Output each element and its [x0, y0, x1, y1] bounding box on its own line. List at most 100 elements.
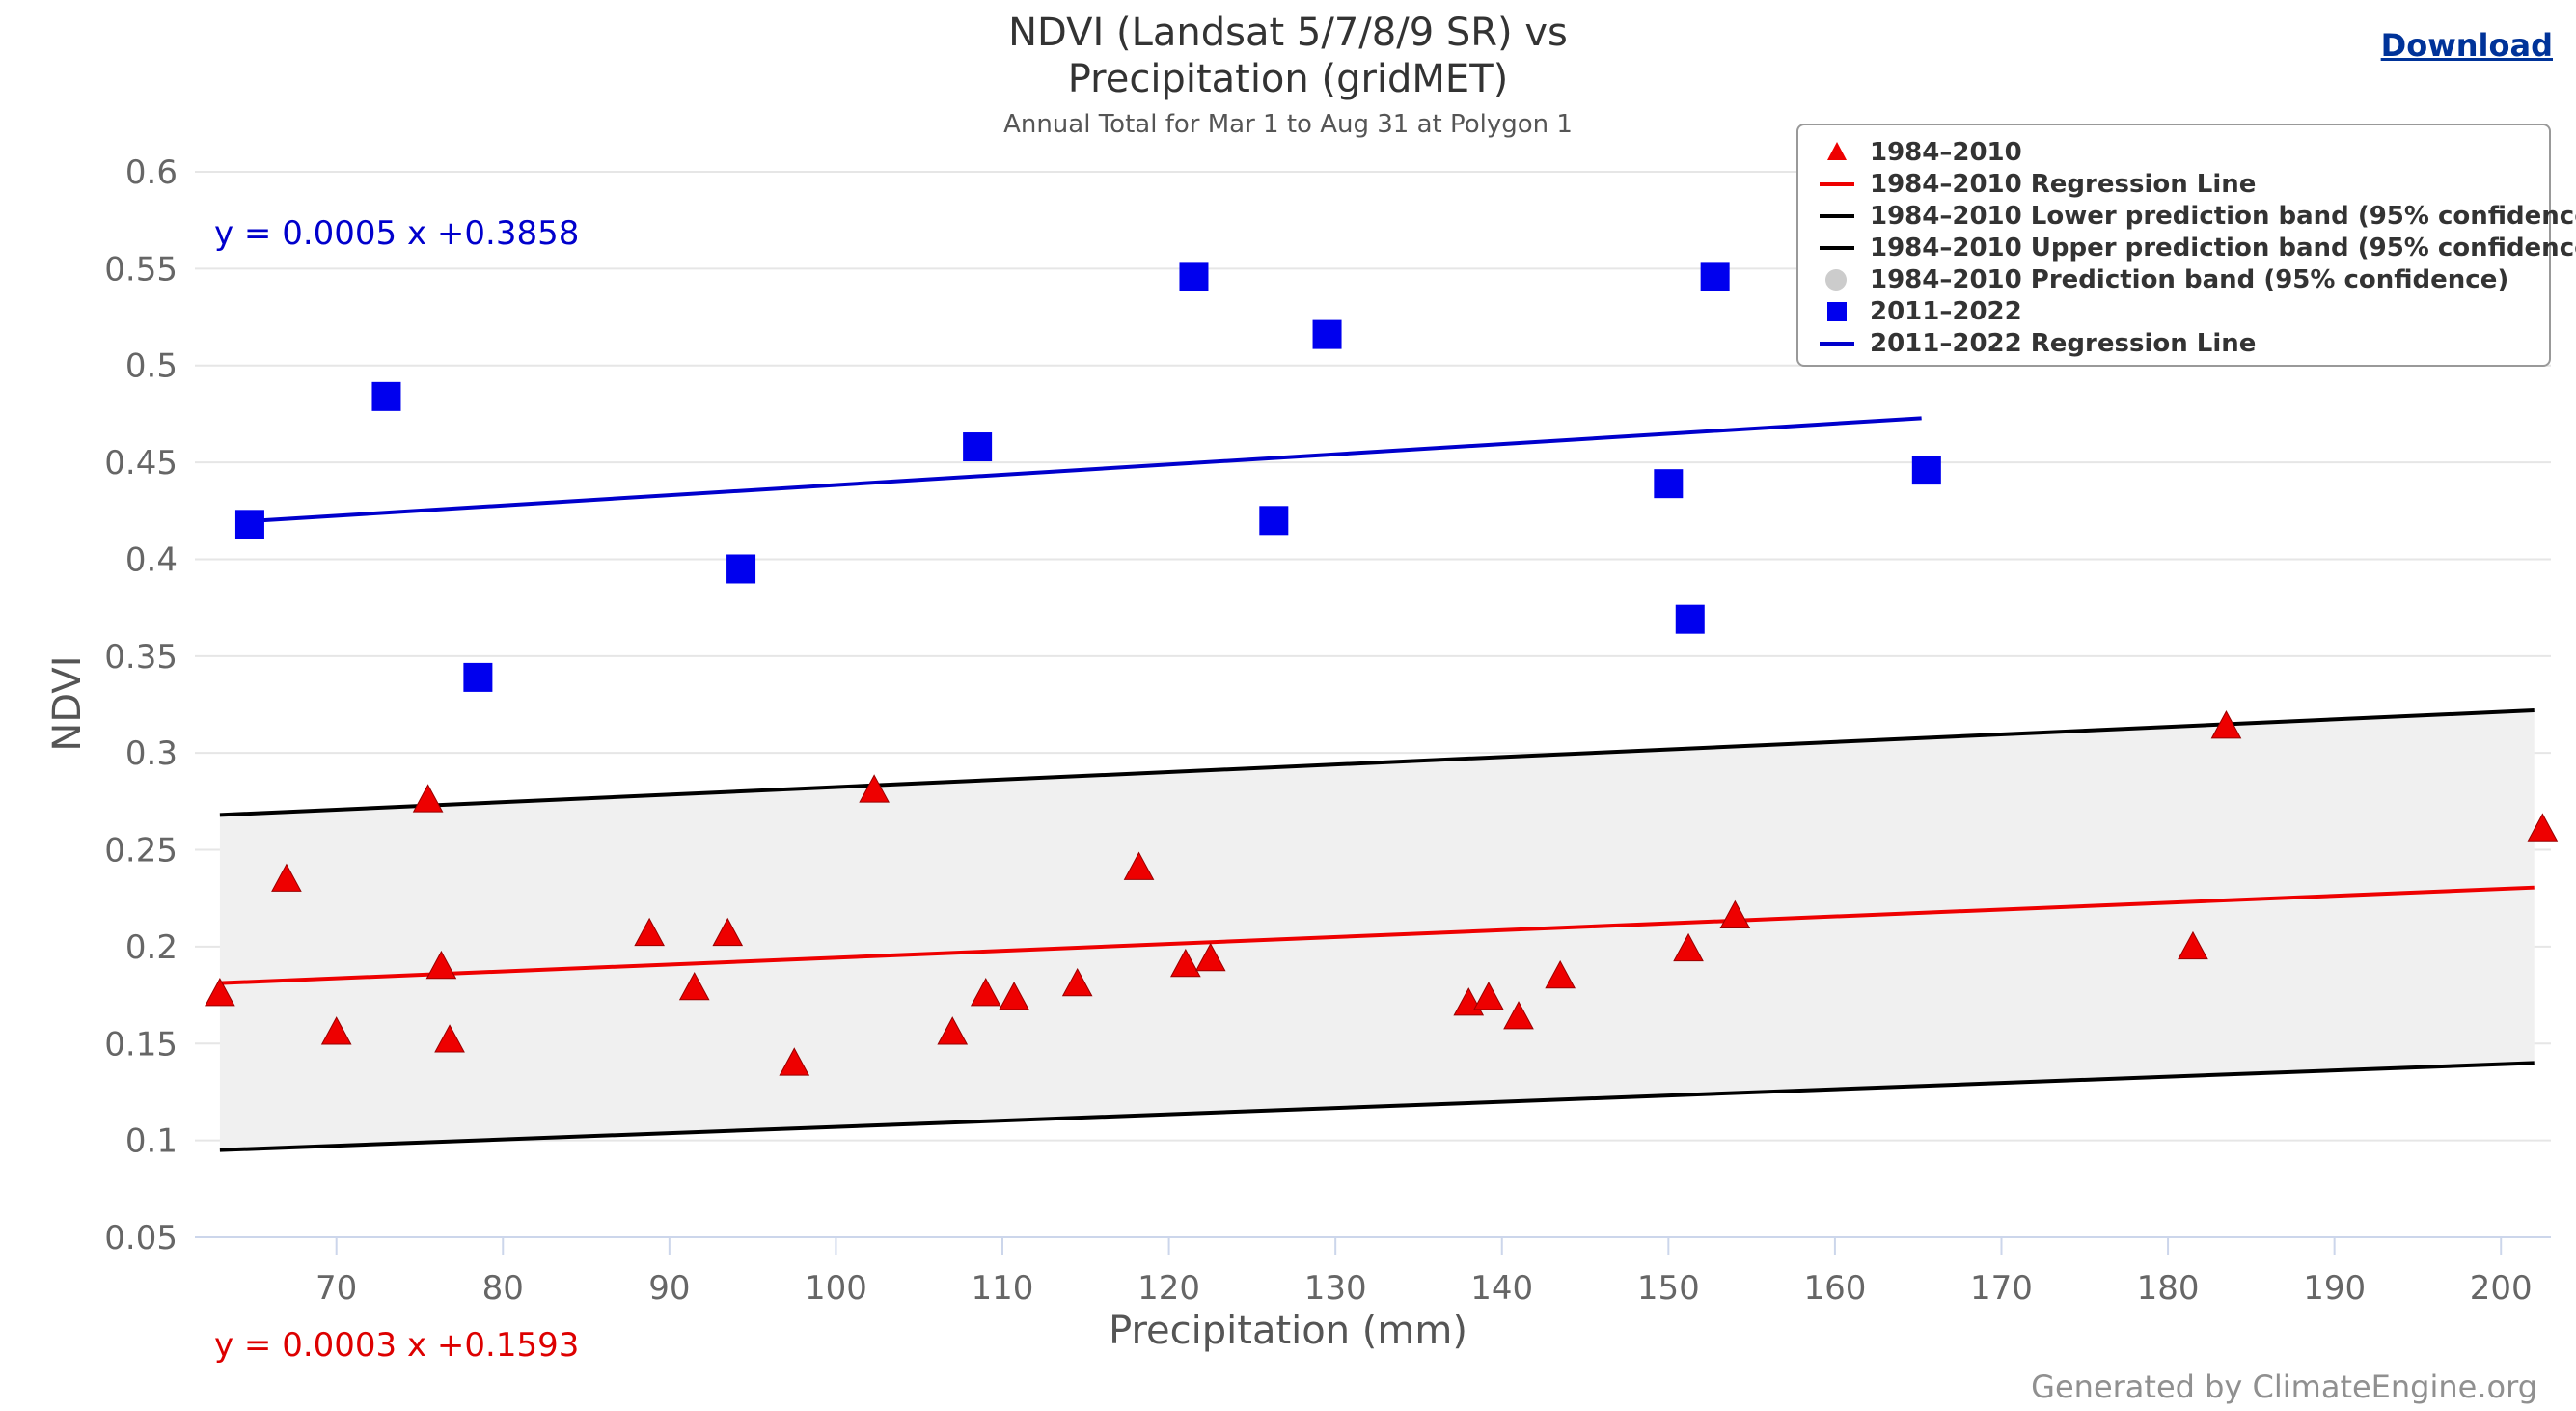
point-1984-2010 [271, 863, 302, 892]
x-tick-label: 200 [2470, 1269, 2533, 1308]
prediction-band-area [219, 710, 2535, 1150]
regression-line-1984-2010 [219, 885, 2535, 985]
legend-label: 1984–2010 [1870, 138, 2022, 167]
y-tick-label: 0.55 [104, 250, 178, 289]
legend-item-lower-band[interactable]: 1984–2010 Lower prediction band (95% con… [1816, 201, 2576, 232]
legend-item-1984-2010-regression[interactable]: 1984–2010 Regression Line [1816, 169, 2256, 200]
x-tick-label: 180 [2137, 1269, 2200, 1308]
legend-item-upper-band[interactable]: 1984–2010 Upper prediction band (95% con… [1816, 233, 2576, 263]
point-1984-2010 [1123, 851, 1155, 880]
y-tick-label: 0.6 [125, 153, 178, 192]
point-1984-2010 [2178, 930, 2208, 960]
chart-subtitle: Annual Total for Mar 1 to Aug 31 at Poly… [1003, 110, 1573, 139]
x-tick-label: 100 [805, 1269, 867, 1308]
point-1984-2010 [1673, 932, 1704, 962]
legend-item-2011-2022-regression[interactable]: 2011–2022 Regression Line [1816, 328, 2256, 359]
y-tick-label: 0.05 [104, 1219, 178, 1258]
point-1984-2010 [634, 917, 665, 947]
point-1984-2010 [434, 1024, 465, 1053]
x-tick-label: 140 [1470, 1269, 1533, 1308]
legend-item-1984-2010[interactable]: 1984–2010 [1816, 137, 2022, 168]
point-2011-2022 [1911, 456, 1941, 485]
square-icon [1816, 296, 1862, 327]
point-2011-2022 [371, 381, 401, 411]
point-1984-2010 [712, 917, 744, 947]
point-2011-2022 [234, 510, 264, 540]
black-line-icon [1816, 233, 1862, 263]
point-2011-2022 [963, 432, 993, 462]
x-tick-label: 70 [315, 1269, 357, 1308]
x-tick-label: 150 [1637, 1269, 1700, 1308]
equation-1984-2010: y = 0.0003 x +0.1593 [214, 1326, 580, 1365]
y-tick-label: 0.2 [125, 928, 178, 967]
download-link[interactable]: Download [2380, 27, 2553, 64]
point-1984-2010 [1170, 948, 1201, 978]
point-1984-2010 [412, 784, 444, 813]
legend-item-prediction-band[interactable]: 1984–2010 Prediction band (95% confidenc… [1816, 264, 2508, 295]
y-tick-label: 0.1 [125, 1122, 178, 1161]
point-1984-2010 [779, 1047, 810, 1076]
point-1984-2010 [1473, 982, 1504, 1010]
legend-label: 1984–2010 Regression Line [1870, 170, 2257, 199]
x-tick-label: 190 [2303, 1269, 2366, 1308]
chart-title-line1: NDVI (Landsat 5/7/8/9 SR) vs [1008, 11, 1568, 55]
point-1984-2010 [999, 982, 1029, 1010]
legend-label: 2011–2022 [1870, 297, 2022, 326]
legend: 1984–2010 1984–2010 Regression Line 1984… [1796, 124, 2576, 367]
point-2011-2022 [1259, 506, 1289, 536]
lower-prediction-band-line [219, 1061, 2535, 1152]
legend-label: 1984–2010 Prediction band (95% confidenc… [1870, 265, 2509, 294]
equation-2011-2022: y = 0.0005 x +0.3858 [214, 214, 580, 253]
x-tick-label: 160 [1803, 1269, 1866, 1308]
point-1984-2010 [1503, 1001, 1534, 1030]
y-tick-label: 0.5 [125, 347, 178, 386]
y-tick-label: 0.4 [125, 540, 178, 579]
legend-item-2011-2022[interactable]: 2011–2022 [1816, 296, 2022, 327]
point-1984-2010 [205, 978, 235, 1007]
point-1984-2010 [859, 774, 890, 803]
x-tick-label: 110 [972, 1269, 1034, 1308]
point-2011-2022 [1312, 319, 1342, 349]
legend-label: 2011–2022 Regression Line [1870, 329, 2257, 358]
x-axis-label: Precipitation (mm) [1109, 1309, 1467, 1353]
circle-icon [1816, 264, 1862, 295]
point-2011-2022 [1700, 262, 1730, 291]
point-1984-2010 [425, 950, 457, 980]
point-1984-2010 [2527, 813, 2559, 842]
point-1984-2010 [320, 1016, 352, 1045]
point-1984-2010 [937, 1016, 969, 1045]
point-2011-2022 [1675, 604, 1705, 634]
x-tick-label: 170 [1970, 1269, 2033, 1308]
triangle-icon [1816, 137, 1862, 168]
chart-title-line2: Precipitation (gridMET) [1067, 57, 1509, 101]
legend-label: 1984–2010 Upper prediction band (95% con… [1870, 234, 2576, 263]
legend-label: 1984–2010 Lower prediction band (95% con… [1870, 202, 2576, 231]
y-tick-label: 0.45 [104, 444, 178, 483]
y-axis-label: NDVI [45, 655, 90, 752]
regression-line-2011-2022 [253, 416, 1922, 523]
point-1984-2010 [1061, 967, 1093, 997]
x-tick-label: 120 [1137, 1269, 1200, 1308]
point-1984-2010 [1545, 959, 1576, 989]
point-1984-2010 [678, 972, 710, 1001]
point-2011-2022 [1654, 469, 1684, 499]
y-tick-label: 0.3 [125, 734, 178, 773]
point-1984-2010 [2210, 710, 2242, 739]
y-tick-label: 0.35 [104, 638, 178, 677]
y-tick-label: 0.25 [104, 832, 178, 871]
upper-prediction-band-line [219, 708, 2535, 817]
x-tick-label: 130 [1304, 1269, 1367, 1308]
y-tick-label: 0.15 [104, 1025, 178, 1064]
point-1984-2010 [1194, 942, 1226, 972]
point-2011-2022 [726, 554, 756, 584]
black-line-icon [1816, 201, 1862, 232]
blue-line-icon [1816, 328, 1862, 359]
point-1984-2010 [1719, 899, 1751, 929]
point-1984-2010 [970, 978, 1001, 1007]
credit-text: Generated by ClimateEngine.org [2031, 1369, 2537, 1405]
red-line-icon [1816, 169, 1862, 200]
x-tick-label: 80 [482, 1269, 524, 1308]
point-2011-2022 [1179, 262, 1209, 291]
x-tick-label: 90 [648, 1269, 690, 1308]
